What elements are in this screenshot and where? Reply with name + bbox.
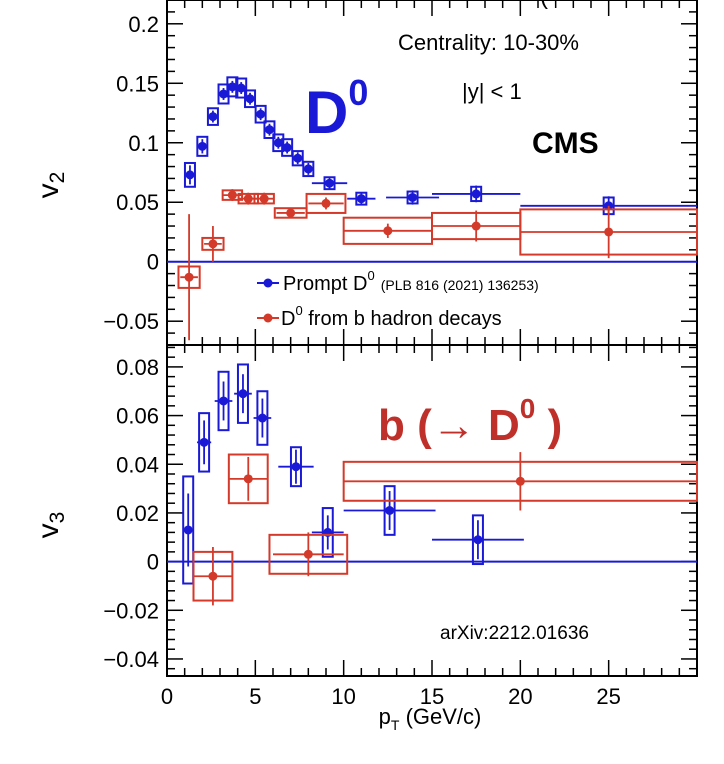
- v2-prompt-point: [293, 153, 303, 163]
- v2-b-point: [184, 272, 194, 282]
- v2-b-point: [321, 198, 331, 208]
- arxiv-reference: arXiv:2212.01636: [440, 623, 589, 644]
- v2-prompt-point: [227, 82, 237, 92]
- v2-axis-label: v2: [32, 172, 69, 199]
- x-tick-labels: 0 5 10 15 20 25: [161, 684, 621, 709]
- v2-prompt-point: [208, 112, 218, 122]
- v2-prompt-point: [325, 178, 335, 188]
- x-tick-label: 25: [596, 684, 620, 709]
- v2-prompt-syst-box: [272, 133, 285, 153]
- v2-data-points: [167, 76, 698, 341]
- x-tick-label: 5: [249, 684, 261, 709]
- v2-y-tick-label: 0: [147, 250, 159, 275]
- legend-b-text: D0 from b hadron decays: [281, 303, 502, 330]
- v2-prompt-point: [408, 192, 418, 202]
- header-fragment: (: [540, 0, 548, 10]
- v2-prompt-point: [185, 170, 195, 180]
- v2-b-point: [259, 194, 269, 204]
- v2-prompt-point: [245, 94, 255, 104]
- v3-prompt-point: [238, 389, 248, 399]
- v2-b-point: [604, 227, 614, 237]
- v2-y-tick-label: 0.1: [128, 131, 159, 156]
- v2-prompt-syst-box: [254, 104, 267, 124]
- v2-y-tick-label: 0.2: [128, 12, 159, 37]
- v3-y-tick-label: 0.06: [116, 404, 159, 429]
- v2-y-tick-labels: 0.2 0.15 0.1 0.05 0 −0.05: [103, 12, 159, 334]
- x-tick-label: 10: [331, 684, 355, 709]
- v3-prompt-point: [219, 396, 229, 406]
- v2-prompt-syst-box: [196, 135, 209, 157]
- v2-prompt-syst-box: [235, 77, 248, 99]
- rapidity-label: |y| < 1: [462, 79, 522, 104]
- v2-y-tick-label: −0.05: [103, 309, 159, 334]
- v2-prompt-point: [303, 164, 313, 174]
- x-axis-label: pT (GeV/c): [379, 704, 482, 733]
- v3-prompt-point: [257, 413, 267, 423]
- v3-y-tick-labels: 0.08 0.06 0.04 0.02 0 −0.02 −0.04: [103, 355, 159, 672]
- v2-y-tick-label: 0.15: [116, 71, 159, 96]
- v3-prompt-point: [473, 535, 483, 545]
- v2-y-tick-label: 0.05: [116, 190, 159, 215]
- v3-y-tick-label: −0.02: [103, 598, 159, 623]
- v2-b-point: [208, 239, 218, 249]
- v2-prompt-point: [256, 109, 266, 119]
- x-tick-label: 20: [508, 684, 532, 709]
- v3-prompt-point: [199, 437, 209, 447]
- v3-b-point: [303, 549, 313, 559]
- v3-panel: 0.08 0.06 0.04 0.02 0 −0.02 −0.04 0 5 10 15 20 25 v…: [32, 344, 698, 733]
- v2-prompt-point: [273, 138, 283, 148]
- v2-prompt-point: [264, 125, 274, 135]
- v2-prompt-point: [236, 83, 246, 93]
- v2-b-point: [243, 194, 253, 204]
- v2-b-syst-box: [305, 192, 347, 214]
- v3-axis-label: v3: [32, 512, 69, 539]
- v2-b-point: [383, 226, 393, 236]
- v2-prompt-syst-box: [281, 138, 294, 157]
- legend: Prompt D0(PLB 816 (2021) 136253) D0 from…: [257, 268, 539, 330]
- v3-y-tick-label: 0: [147, 550, 159, 575]
- v2-prompt-syst-box: [217, 83, 230, 105]
- v3-y-tick-label: 0.08: [116, 355, 159, 380]
- legend-b-marker: [263, 313, 273, 323]
- v2-b-point: [471, 221, 481, 231]
- b-to-d0-label: b (→ D0 ): [378, 393, 562, 450]
- legend-prompt-marker: [263, 278, 273, 288]
- v2-prompt-point: [471, 189, 481, 199]
- v2-prompt-point: [282, 143, 292, 153]
- x-tick-label: 15: [420, 684, 444, 709]
- v2-prompt-syst-box: [206, 107, 219, 126]
- v3-y-tick-label: 0.02: [116, 501, 159, 526]
- v2-prompt-point: [219, 89, 229, 99]
- v3-y-tick-label: −0.04: [103, 647, 159, 672]
- v3-y-tick-label: 0.04: [116, 452, 159, 477]
- v3-b-point: [208, 571, 218, 581]
- v2-prompt-point: [356, 194, 366, 204]
- v3-prompt-point: [291, 462, 301, 472]
- legend-prompt-text: Prompt D0(PLB 816 (2021) 136253): [283, 268, 539, 295]
- v3-b-point: [243, 474, 253, 484]
- v3-prompt-point: [385, 506, 395, 515]
- centrality-label: Centrality: 10-30%: [398, 30, 579, 55]
- v3-b-point: [515, 476, 525, 486]
- x-tick-label: 0: [161, 684, 173, 709]
- cms-label: CMS: [532, 127, 599, 160]
- v3-prompt-point: [183, 525, 193, 535]
- v2-b-point: [227, 190, 237, 200]
- v2-prompt-syst-box: [263, 120, 276, 139]
- v2-prompt-syst-box: [244, 89, 257, 109]
- v2-panel: 0.2 0.15 0.1 0.05 0 −0.05 v2 Centrality: 10-3…: [32, 0, 698, 346]
- v2-b-point: [286, 208, 296, 218]
- v3-data-points: [167, 363, 698, 606]
- v2-axis-ticks: [166, 0, 698, 345]
- v2-prompt-point: [197, 141, 207, 151]
- d0-species-label: D0: [305, 72, 368, 146]
